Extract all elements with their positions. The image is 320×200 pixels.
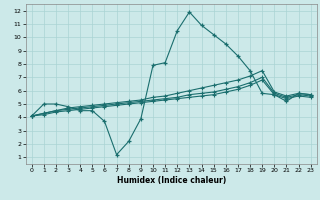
- X-axis label: Humidex (Indice chaleur): Humidex (Indice chaleur): [116, 176, 226, 185]
